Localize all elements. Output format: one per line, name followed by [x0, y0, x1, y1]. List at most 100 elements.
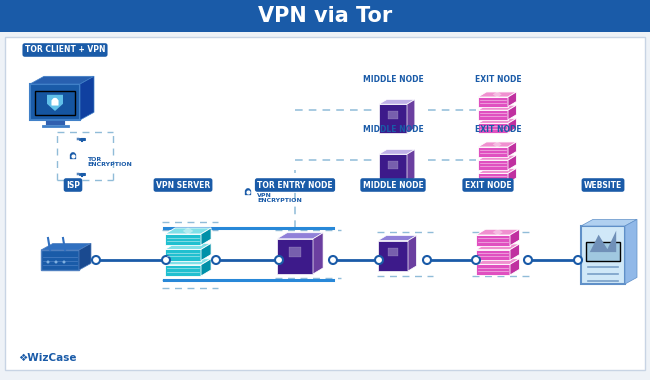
Polygon shape — [407, 149, 415, 183]
FancyBboxPatch shape — [35, 91, 75, 115]
FancyBboxPatch shape — [245, 190, 251, 195]
Polygon shape — [581, 226, 625, 284]
Circle shape — [162, 256, 170, 264]
Polygon shape — [478, 155, 516, 160]
Polygon shape — [476, 259, 519, 264]
Polygon shape — [165, 243, 211, 249]
Circle shape — [524, 256, 532, 264]
Circle shape — [574, 256, 582, 264]
Text: EXIT NODE: EXIT NODE — [474, 76, 521, 84]
FancyBboxPatch shape — [5, 37, 645, 370]
Circle shape — [275, 256, 283, 264]
Polygon shape — [510, 244, 519, 260]
Polygon shape — [408, 236, 417, 271]
Polygon shape — [508, 118, 516, 133]
Polygon shape — [478, 105, 516, 110]
Text: MIDDLE NODE: MIDDLE NODE — [363, 76, 423, 84]
Text: TOR ENTRY NODE: TOR ENTRY NODE — [257, 180, 333, 190]
Polygon shape — [478, 160, 508, 170]
Polygon shape — [476, 235, 510, 245]
Polygon shape — [510, 259, 519, 275]
FancyBboxPatch shape — [51, 100, 58, 106]
Polygon shape — [379, 100, 415, 104]
Polygon shape — [30, 76, 94, 84]
Polygon shape — [80, 76, 94, 120]
Text: VPN via Tor: VPN via Tor — [258, 6, 392, 26]
Polygon shape — [79, 244, 91, 270]
Circle shape — [62, 261, 66, 263]
Polygon shape — [165, 265, 201, 276]
Polygon shape — [379, 149, 415, 154]
FancyBboxPatch shape — [289, 247, 302, 256]
Polygon shape — [478, 118, 516, 124]
FancyBboxPatch shape — [387, 248, 398, 256]
Circle shape — [423, 256, 431, 264]
Text: TOR
ENCRYPTION: TOR ENCRYPTION — [87, 157, 132, 168]
Polygon shape — [476, 229, 519, 235]
Polygon shape — [201, 243, 211, 261]
Polygon shape — [378, 236, 417, 241]
Polygon shape — [277, 233, 323, 239]
Circle shape — [47, 261, 49, 263]
Polygon shape — [165, 228, 211, 234]
Polygon shape — [493, 229, 503, 236]
Circle shape — [76, 172, 80, 176]
Text: VPN SERVER: VPN SERVER — [156, 180, 210, 190]
Polygon shape — [478, 97, 508, 107]
Polygon shape — [493, 92, 502, 98]
Text: MIDDLE NODE: MIDDLE NODE — [363, 180, 423, 190]
Polygon shape — [41, 250, 79, 270]
Text: VPN
ENCRYPTION: VPN ENCRYPTION — [257, 193, 302, 203]
Polygon shape — [41, 244, 91, 250]
Polygon shape — [201, 259, 211, 276]
Polygon shape — [165, 249, 201, 261]
Text: MIDDLE NODE: MIDDLE NODE — [363, 125, 423, 135]
Circle shape — [77, 173, 79, 175]
Text: ❖WizCase: ❖WizCase — [18, 353, 77, 363]
Polygon shape — [165, 234, 201, 245]
FancyBboxPatch shape — [0, 0, 650, 32]
Circle shape — [329, 256, 337, 264]
Polygon shape — [508, 105, 516, 120]
Polygon shape — [508, 168, 516, 183]
Circle shape — [92, 256, 100, 264]
Text: TOR CLIENT + VPN: TOR CLIENT + VPN — [25, 46, 105, 54]
Circle shape — [375, 256, 383, 264]
Circle shape — [77, 138, 79, 140]
Polygon shape — [476, 250, 510, 260]
Polygon shape — [510, 229, 519, 245]
Polygon shape — [478, 124, 508, 133]
Circle shape — [472, 256, 480, 264]
Text: EXIT NODE: EXIT NODE — [465, 180, 512, 190]
FancyBboxPatch shape — [70, 154, 76, 159]
Text: WEBSITE: WEBSITE — [584, 180, 622, 190]
Polygon shape — [313, 233, 323, 274]
Polygon shape — [30, 84, 80, 120]
Polygon shape — [478, 147, 508, 157]
FancyBboxPatch shape — [586, 242, 619, 261]
Polygon shape — [581, 219, 637, 226]
Polygon shape — [379, 104, 407, 133]
Circle shape — [212, 256, 220, 264]
FancyBboxPatch shape — [388, 162, 398, 168]
Polygon shape — [378, 241, 408, 271]
Polygon shape — [478, 92, 516, 97]
Polygon shape — [478, 142, 516, 147]
Polygon shape — [407, 100, 415, 133]
Polygon shape — [476, 244, 519, 250]
Polygon shape — [201, 228, 211, 245]
Polygon shape — [508, 92, 516, 107]
Text: EXIT NODE: EXIT NODE — [474, 125, 521, 135]
Polygon shape — [493, 141, 502, 147]
FancyBboxPatch shape — [388, 111, 398, 119]
Polygon shape — [508, 142, 516, 157]
Polygon shape — [379, 154, 407, 183]
Circle shape — [55, 261, 57, 263]
Text: ISP: ISP — [66, 180, 80, 190]
Polygon shape — [478, 168, 516, 173]
Circle shape — [76, 137, 80, 141]
Polygon shape — [508, 155, 516, 170]
Polygon shape — [478, 110, 508, 120]
Polygon shape — [47, 95, 63, 111]
Polygon shape — [476, 264, 510, 275]
